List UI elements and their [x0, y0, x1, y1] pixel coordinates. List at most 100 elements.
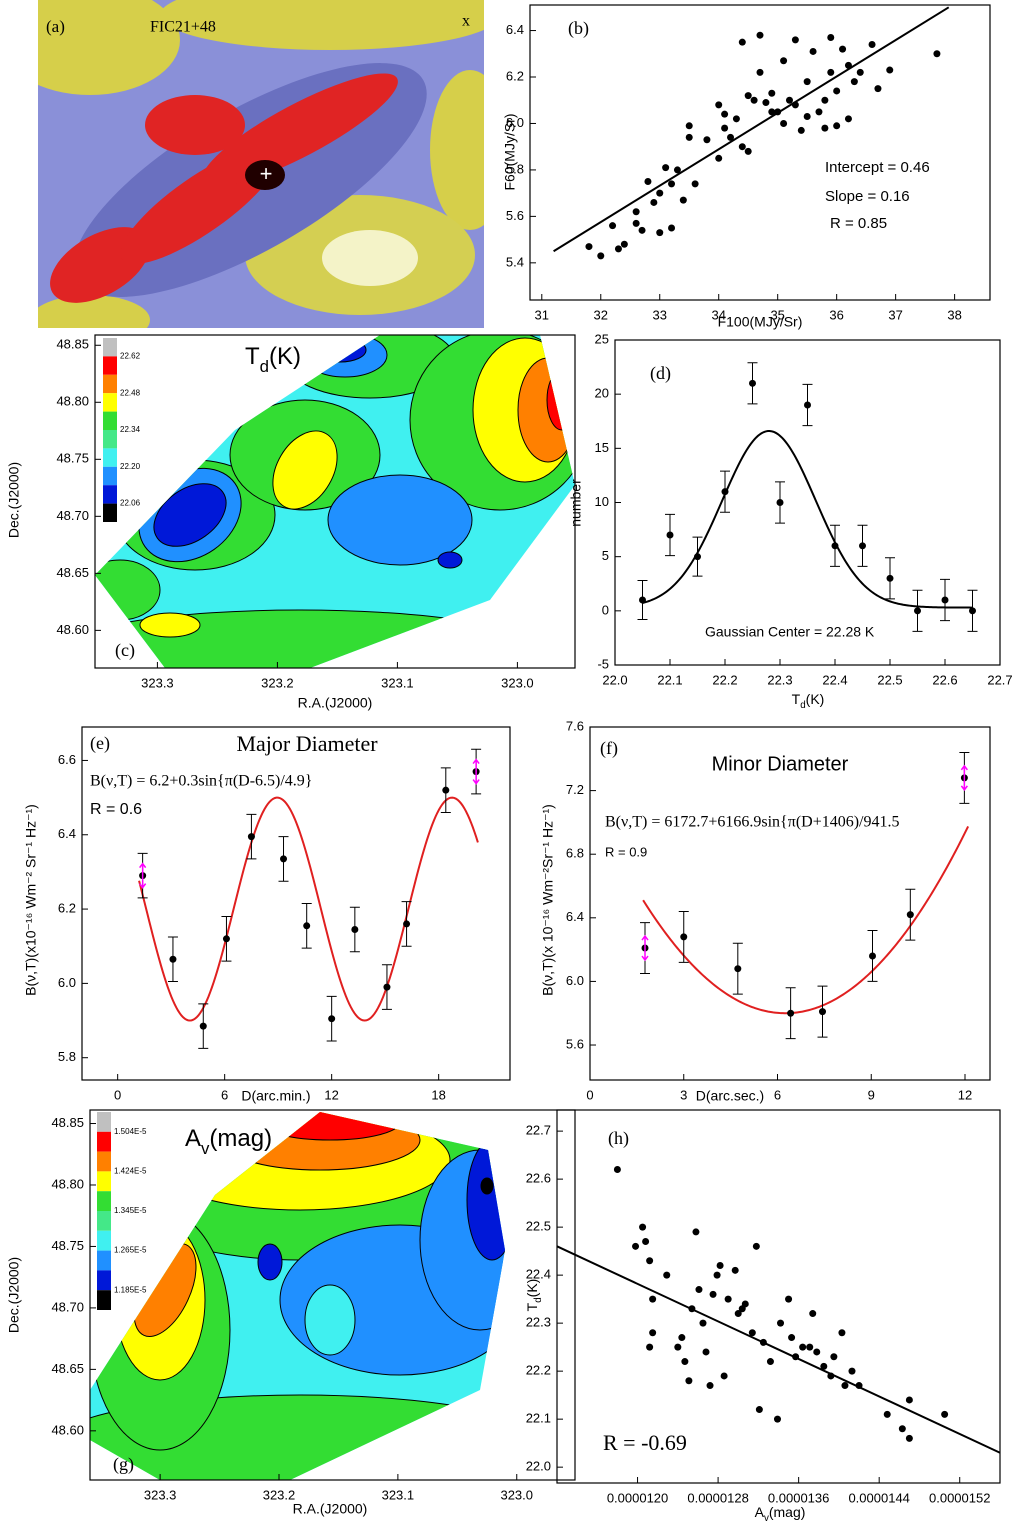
colorbar-cell: [103, 374, 117, 394]
panel-label: (a): [46, 17, 65, 36]
x-tick-label: 3: [680, 1087, 687, 1102]
data-point: [777, 1319, 785, 1327]
x-tick-label: 323.3: [141, 675, 174, 690]
x-tick-label: 0: [114, 1087, 121, 1102]
data-point: [694, 553, 701, 561]
fit-curve: [138, 796, 479, 1022]
fit-curve: [642, 430, 973, 609]
chart-title-part: (mag): [209, 1125, 272, 1152]
data-point: [744, 147, 752, 155]
x-axis-label-part: d: [800, 700, 805, 711]
data-point: [831, 542, 839, 550]
x-tick-label: 22.7: [987, 672, 1012, 687]
x-tick-label: 18: [431, 1087, 445, 1102]
x-tick-label: 0.0000120: [607, 1490, 668, 1505]
x-tick-label: 0.0000128: [687, 1490, 748, 1505]
contour-map: [90, 1112, 505, 1480]
data-point: [869, 952, 876, 960]
data-point: [656, 229, 664, 237]
data-point: [819, 1008, 826, 1016]
fit-curve: [642, 825, 970, 1015]
y-tick-label: 15: [595, 440, 609, 455]
y-axis-label: Td(K): [524, 1279, 544, 1312]
data-point: [678, 1334, 686, 1342]
data-point: [685, 133, 693, 141]
panel-label: (f): [600, 738, 618, 759]
data-point: [656, 189, 664, 197]
data-point: [933, 50, 941, 58]
data-point: [695, 1286, 703, 1294]
highlight-arrow: [472, 758, 480, 785]
intensity-map: [38, 0, 484, 328]
colorbar-cell: [97, 1211, 111, 1231]
x-tick-label: 6: [221, 1087, 228, 1102]
y-tick-label: 5.6: [566, 1036, 584, 1051]
y-tick-label: 22.0: [526, 1459, 551, 1474]
data-point: [681, 1358, 689, 1366]
plot-frame: [589, 726, 991, 1081]
data-point: [674, 1343, 682, 1351]
data-point: [752, 1242, 760, 1250]
data-point: [613, 1166, 621, 1174]
highlight-arrow: [641, 934, 649, 962]
data-point: [699, 1319, 707, 1327]
data-point: [724, 1295, 732, 1303]
y-tick-label: 22.3: [526, 1315, 551, 1330]
data-point: [905, 1434, 913, 1442]
data-point: [620, 240, 628, 248]
y-tick-label: 5.4: [506, 254, 524, 269]
x-axis-label: F100(MJy/Sr): [718, 314, 803, 330]
data-point: [844, 115, 852, 123]
data-point: [303, 922, 311, 930]
x-tick-label: 9: [868, 1087, 875, 1102]
data-point: [803, 78, 811, 86]
annotation: Gaussian Center = 22.28 K: [705, 624, 875, 640]
data-point: [685, 122, 693, 130]
data-point: [732, 115, 740, 123]
x-tick-label: 323.2: [261, 675, 294, 690]
y-tick-label: 6.0: [506, 115, 524, 130]
data-point: [649, 1329, 657, 1337]
data-point: [803, 112, 811, 120]
data-point: [850, 78, 858, 86]
colorbar-cell: [97, 1270, 111, 1291]
data-point: [841, 1382, 849, 1390]
y-axis-label-part: T: [524, 1302, 540, 1311]
y-axis-label: Dec.(J2000): [6, 462, 22, 538]
corner-mark: x: [462, 13, 470, 30]
y-tick-label: 48.80: [56, 394, 89, 409]
data-point: [809, 47, 817, 55]
plot-frame: [89, 1109, 576, 1481]
y-tick-label: 5.8: [58, 1049, 76, 1064]
panel-label: (g): [113, 1454, 134, 1475]
colorbar-label: 22.20: [120, 462, 141, 471]
data-point: [442, 786, 450, 794]
x-tick-label: 22.0: [602, 672, 627, 687]
y-axis-label: B(ν,T)(x10⁻¹⁶ Wm⁻² Sr⁻¹ Hz⁻¹): [23, 804, 39, 996]
y-tick-label: 5: [602, 548, 609, 563]
data-point: [638, 226, 646, 234]
data-point: [639, 1223, 647, 1231]
y-tick-label: 48.70: [56, 508, 89, 523]
data-point: [703, 136, 711, 144]
data-point: [679, 196, 687, 204]
data-point: [597, 252, 605, 260]
colorbar-cell: [97, 1230, 111, 1251]
data-point: [833, 87, 841, 95]
data-point: [809, 1310, 817, 1318]
data-point: [614, 245, 622, 253]
data-point: [632, 219, 640, 227]
chart-title-part: v: [201, 1139, 210, 1158]
chart-title: Minor Diameter: [712, 753, 849, 775]
colorbar-cell: [97, 1151, 111, 1172]
fit-formula: B(ν,T) = 6.2+0.3sin{π(D-6.5)/4.9}: [90, 773, 312, 790]
y-tick-label: 48.65: [56, 565, 89, 580]
colorbar-label: 22.48: [120, 388, 141, 397]
x-tick-label: 323.2: [263, 1487, 296, 1502]
x-tick-label: 31: [535, 307, 549, 322]
highlight-arrow: [960, 764, 968, 792]
x-tick-label: 0.0000136: [768, 1490, 829, 1505]
colorbar-cell: [103, 503, 117, 522]
